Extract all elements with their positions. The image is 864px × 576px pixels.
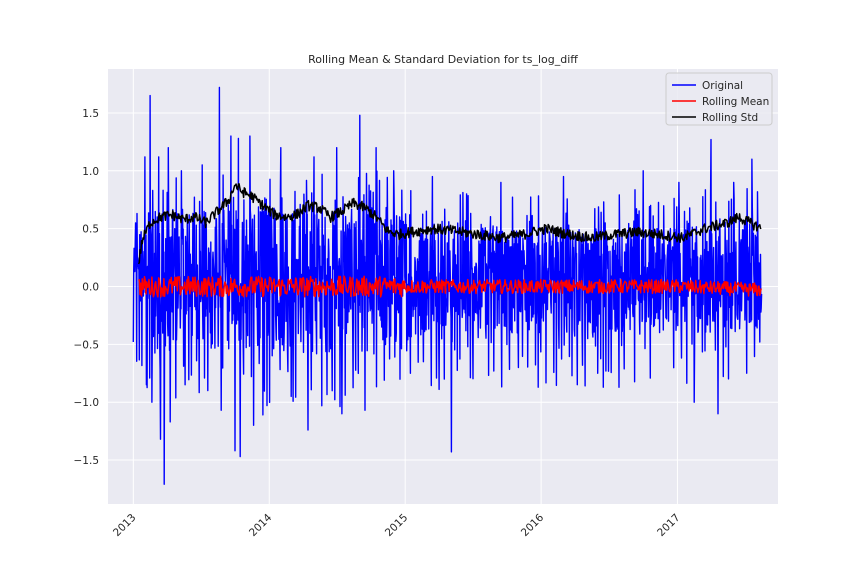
y-tick-label: 0.0 [82,282,99,294]
x-tick-label: 2016 [519,511,547,539]
legend-box [665,72,773,126]
x-tick-label: 2015 [383,512,410,539]
x-tick-label: 2013 [111,512,138,539]
chart-title: Rolling Mean & Standard Deviation for ts… [308,53,578,66]
legend-label: Original [702,80,743,92]
y-tick-label: 1.0 [82,166,99,178]
x-tick-label: 2017 [655,512,682,539]
series-layer [132,86,763,485]
y-tick-label: 0.5 [82,224,99,236]
series-line-rolling-mean [138,275,762,298]
series-line-rolling-std [137,183,762,265]
y-tick-label: −1.0 [74,397,100,409]
legend-label: Rolling Std [702,112,758,124]
y-tick-label: −1.5 [74,455,100,467]
legend-label: Rolling Mean [702,96,769,108]
y-tick-label: −0.5 [74,339,100,351]
y-tick-label: 1.5 [82,108,99,120]
x-tick-label: 2014 [247,511,275,539]
legend: Original Rolling Mean Rolling Std [665,72,773,126]
